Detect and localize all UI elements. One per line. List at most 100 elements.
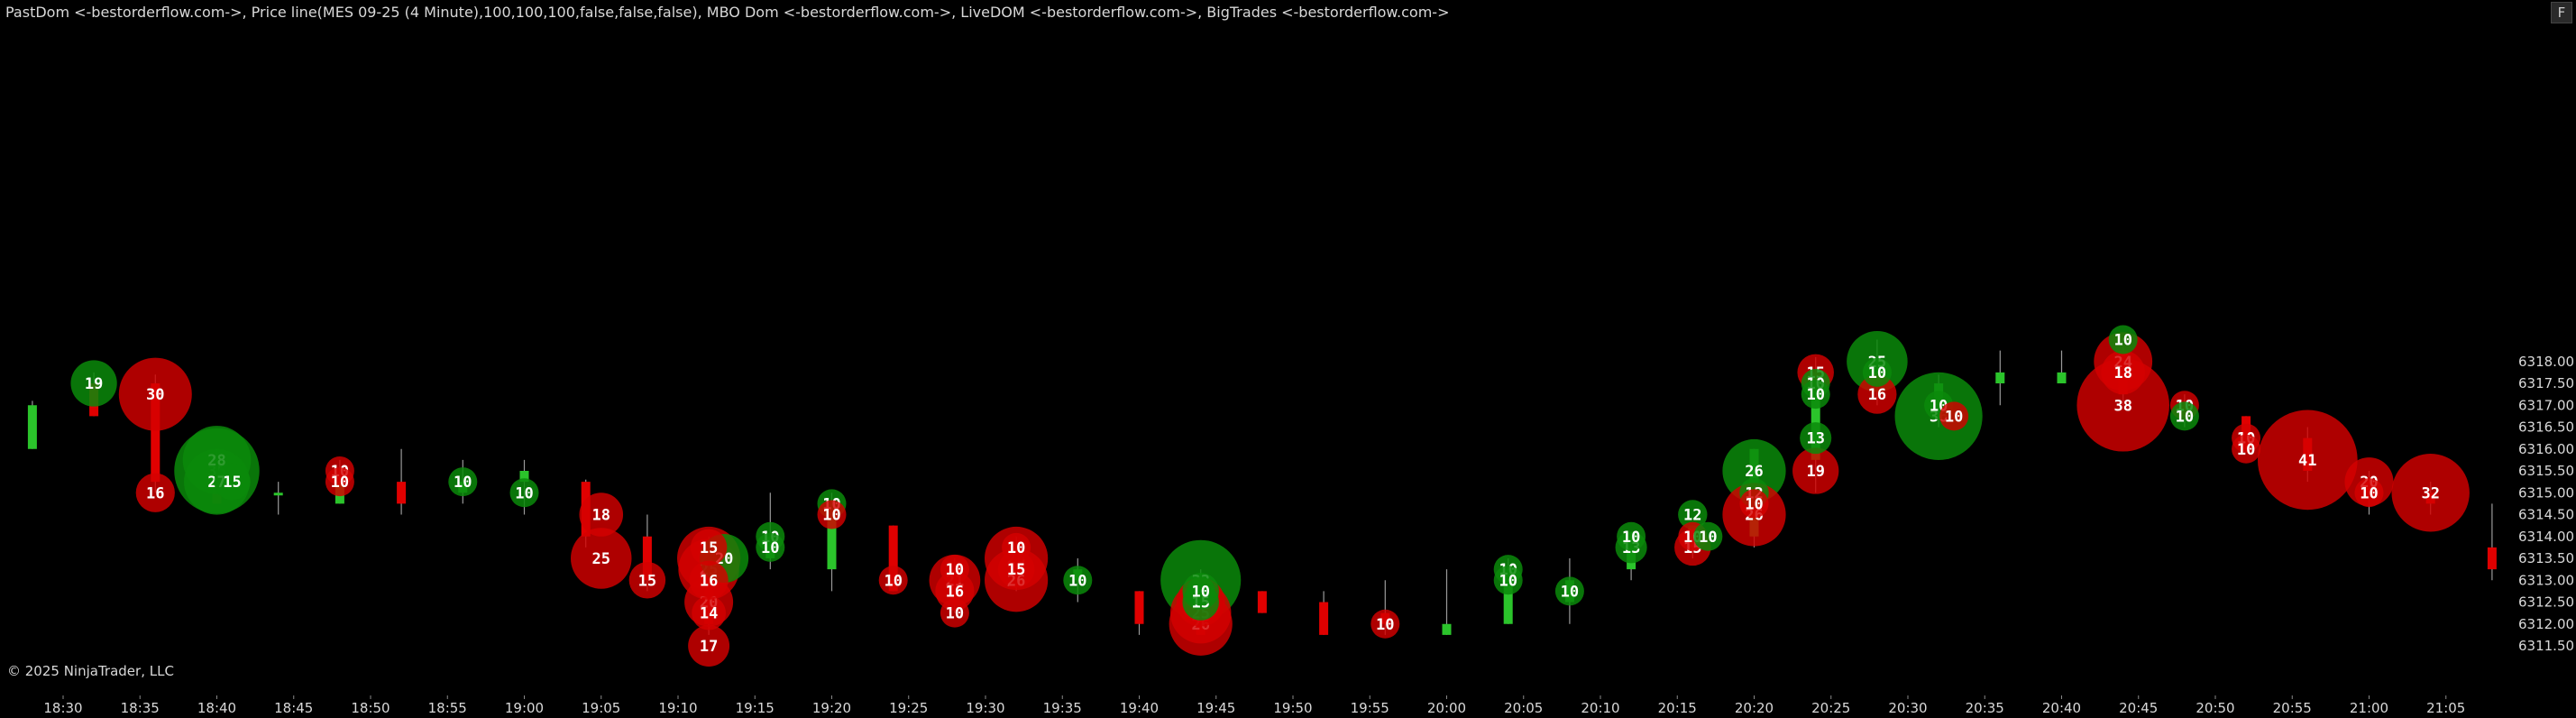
sell-trade-bubble[interactable]: 16	[1857, 374, 1897, 414]
time-tick-label: 19:40	[1120, 700, 1159, 716]
trade-size-label: 10	[1622, 529, 1640, 547]
sell-trade-bubble[interactable]: 10	[940, 598, 969, 628]
buy-trade-bubble[interactable]: 13	[1800, 422, 1832, 455]
sell-trade-bubble[interactable]: 32	[2391, 454, 2470, 532]
buy-trade-bubble[interactable]: 10	[509, 478, 539, 508]
sell-trade-bubble[interactable]: 10	[325, 467, 354, 497]
trade-bubble-circle	[571, 528, 632, 589]
trade-bubble-circle	[756, 532, 785, 562]
buy-trade-bubble[interactable]: 10	[1186, 576, 1215, 606]
time-tick-label: 19:10	[658, 700, 697, 716]
sell-trade-bubble[interactable]: 38	[2076, 358, 2169, 452]
trade-size-label: 38	[2113, 397, 2131, 415]
buy-trade-bubble[interactable]: 10	[1554, 576, 1584, 606]
sell-trade-bubble[interactable]: 10	[1739, 489, 1769, 519]
sell-trade-bubble[interactable]: 18	[2101, 350, 2145, 395]
sell-trade-bubble[interactable]: 25	[571, 528, 632, 589]
time-tick-label: 19:00	[505, 700, 544, 716]
sell-trade-bubble[interactable]: 10	[2354, 478, 2384, 508]
price-tick-label: 6312.00	[2518, 616, 2574, 632]
trade-bubble-circle	[1739, 489, 1769, 519]
sell-trade-bubble[interactable]: 10	[1371, 609, 1400, 639]
sell-trade-bubble[interactable]: 30	[118, 357, 192, 431]
buy-trade-bubble[interactable]: 10	[1693, 521, 1723, 551]
trade-bubble-circle	[1801, 380, 1830, 410]
candle-body	[1257, 591, 1267, 613]
trade-size-label: 10	[1745, 495, 1763, 513]
sell-trade-bubble[interactable]: 14	[692, 595, 726, 631]
candle	[397, 448, 407, 515]
trade-bubble-circle	[997, 550, 1035, 588]
candle-body	[27, 405, 37, 449]
buy-trade-bubble[interactable]: 26	[1722, 438, 1786, 503]
trade-bubble-circle	[135, 473, 175, 512]
buy-trade-bubble[interactable]: 10	[756, 532, 785, 562]
sell-trade-bubble[interactable]: 16	[689, 560, 729, 600]
trade-size-label: 10	[1191, 583, 1209, 601]
sell-trade-bubble[interactable]: 15	[628, 562, 666, 599]
buy-trade-bubble[interactable]: 10	[1801, 380, 1830, 410]
price-tick-label: 6313.50	[2518, 550, 2574, 566]
sell-trade-bubble[interactable]: 10	[940, 555, 969, 585]
buy-trade-bubble[interactable]: 10	[1862, 357, 1892, 387]
sell-trade-bubble[interactable]: 10	[1002, 532, 1031, 562]
sell-trade-bubble[interactable]: 10	[878, 566, 908, 595]
trade-size-label: 16	[146, 484, 164, 502]
buy-trade-bubble[interactable]: 15	[214, 463, 251, 501]
sell-trade-bubble[interactable]: 10	[1939, 401, 1969, 431]
candle-body	[1811, 372, 1820, 460]
trade-size-label: 10	[2360, 484, 2378, 502]
time-tick-label: 21:05	[2426, 700, 2465, 716]
trade-size-label: 16	[946, 583, 964, 601]
sell-trade-bubble[interactable]: 17	[688, 625, 730, 667]
buy-trade-bubble[interactable]: 19	[70, 360, 117, 407]
candle-body	[1134, 591, 1144, 624]
candle-body	[642, 536, 652, 581]
trade-bubble-circle	[70, 360, 117, 407]
price-tick-label: 6314.50	[2518, 507, 2574, 523]
time-tick-label: 19:45	[1196, 700, 1235, 716]
buy-trade-bubble[interactable]: 10	[1617, 521, 1646, 551]
candle	[2487, 503, 2497, 581]
trade-size-label: 10	[1007, 539, 1025, 557]
trade-bubble-circle	[1554, 576, 1584, 606]
trade-bubble-circle	[1862, 357, 1892, 387]
price-tick-label: 6318.00	[2518, 354, 2574, 370]
buy-trade-bubble[interactable]: 10	[1063, 566, 1093, 595]
sell-trade-bubble[interactable]: 18	[579, 492, 624, 537]
sell-trade-bubble[interactable]: 15	[997, 550, 1035, 588]
trade-bubble-circle	[935, 571, 975, 611]
buy-trade-bubble[interactable]: 10	[2169, 401, 2199, 431]
trade-bubble-circle	[1493, 566, 1523, 595]
sell-trade-bubble[interactable]: 10	[2232, 434, 2261, 464]
sell-trade-bubble[interactable]: 16	[935, 571, 975, 611]
trade-size-label: 14	[700, 605, 718, 623]
trade-size-label: 19	[85, 375, 103, 393]
candle-body	[151, 383, 160, 483]
trade-bubble-circle	[2391, 454, 2470, 532]
chart-menu-button[interactable]: F	[2551, 2, 2572, 23]
sell-trade-bubble[interactable]: 15	[690, 529, 728, 566]
buy-trade-bubble[interactable]: 12	[1678, 500, 1708, 529]
candle-body	[827, 503, 837, 570]
time-tick-label: 20:15	[1658, 700, 1697, 716]
candle	[273, 482, 283, 515]
buy-trade-bubble[interactable]: 10	[1493, 566, 1523, 595]
trade-bubble-circle	[2076, 358, 2169, 452]
time-tick-label: 18:45	[274, 700, 313, 716]
trade-bubble-circle	[325, 467, 354, 497]
sell-trade-bubble[interactable]: 16	[135, 473, 175, 512]
sell-trade-bubble[interactable]: 41	[2257, 410, 2358, 511]
buy-trade-bubble[interactable]: 10	[448, 467, 478, 497]
time-axis: 18:30 18:35 18:40 18:45 18:50 18:55 19:00 19:05…	[43, 695, 2465, 716]
candle	[1134, 591, 1144, 635]
trade-bubble-circle	[118, 357, 192, 431]
sell-trade-bubble[interactable]: 10	[817, 500, 847, 529]
sell-trade-bubble[interactable]: 19	[1792, 447, 1839, 494]
trade-bubble-circle	[2101, 350, 2145, 395]
trade-size-label: 10	[515, 484, 533, 502]
trade-bubble-circle	[1722, 438, 1786, 503]
buy-trade-bubble[interactable]: 10	[2108, 325, 2138, 354]
